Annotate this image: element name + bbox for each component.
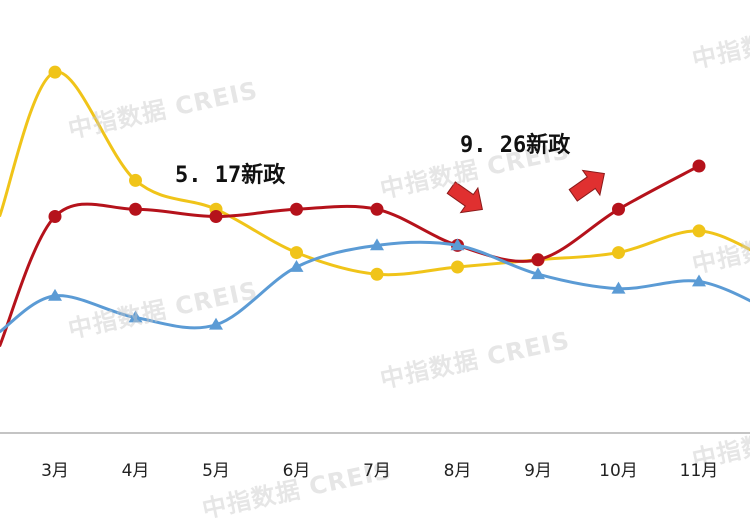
series-0-point-10月 xyxy=(612,246,625,260)
series-1-point-9月 xyxy=(531,253,545,267)
annotation-5-17: 5. 17新政 xyxy=(175,163,286,188)
series-2-point-6月 xyxy=(289,260,304,272)
series-2-point-8月 xyxy=(450,238,465,251)
series-0-point-7月 xyxy=(370,267,384,281)
series-2-point-4月 xyxy=(128,310,143,323)
series-0-point-4月 xyxy=(129,173,142,187)
series-1-point-5月 xyxy=(209,210,223,223)
line-chart xyxy=(0,65,750,434)
x-tick-label: 8月 xyxy=(443,461,472,481)
arrow-layer xyxy=(446,169,605,214)
up-arrow-icon xyxy=(568,169,605,202)
series-0-point-3月 xyxy=(48,65,62,79)
series-line-0 xyxy=(0,70,750,277)
annotation-9-26: 9. 26新政 xyxy=(460,133,571,158)
series-1-point-11月 xyxy=(692,159,706,173)
x-tick-label: 11月 xyxy=(679,461,719,481)
series-2-point-5月 xyxy=(209,317,223,330)
series-1-point-7月 xyxy=(370,202,384,216)
x-tick-label: 9月 xyxy=(524,461,552,481)
series-layer xyxy=(0,65,750,347)
series-0-point-6月 xyxy=(290,246,303,260)
series-2-point-7月 xyxy=(370,238,384,251)
x-tick-label: 4月 xyxy=(121,461,150,481)
down-arrow-icon xyxy=(446,181,483,214)
x-tick-label: 6月 xyxy=(282,461,311,481)
series-1-point-3月 xyxy=(48,210,62,223)
x-tick-label: 5月 xyxy=(202,461,230,481)
series-2-point-9月 xyxy=(531,267,545,280)
series-line-1 xyxy=(0,164,700,347)
series-2-point-11月 xyxy=(692,274,706,287)
x-tick-label: 10月 xyxy=(599,461,638,481)
series-1-point-6月 xyxy=(290,202,303,216)
series-2-point-10月 xyxy=(611,281,626,294)
series-0-point-11月 xyxy=(692,224,706,238)
series-1-point-10月 xyxy=(612,202,625,216)
series-1-point-4月 xyxy=(129,202,142,216)
x-tick-label: 3月 xyxy=(41,461,69,481)
series-0-point-8月 xyxy=(451,260,464,274)
series-2-point-3月 xyxy=(48,288,62,301)
x-tick-label: 7月 xyxy=(363,461,391,481)
